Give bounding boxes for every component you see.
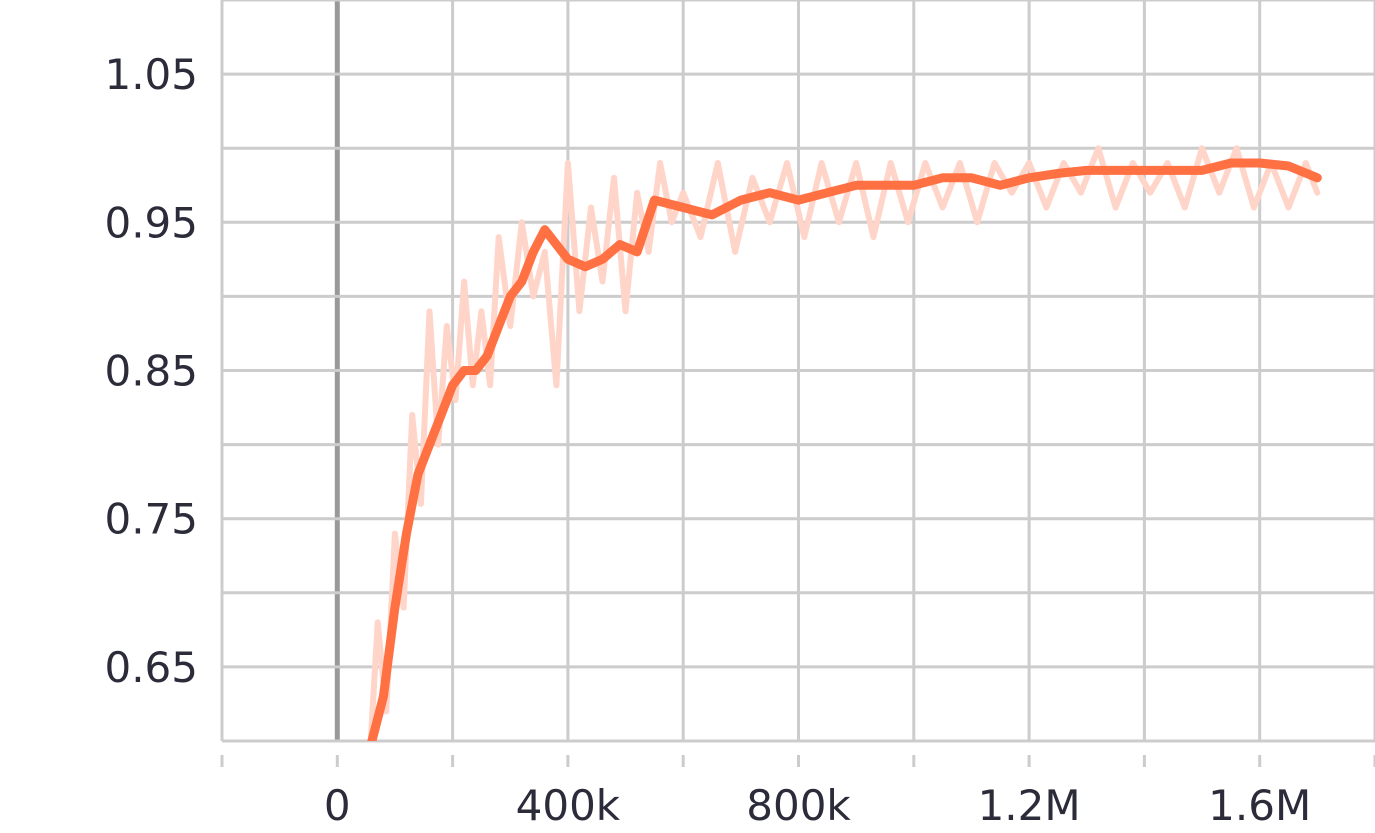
x-tick-label: 1.6M xyxy=(1208,781,1311,830)
x-tick-label: 1.2M xyxy=(978,781,1081,830)
y-tick-labels: 0.65 0.75 0.85 0.95 1.05 xyxy=(104,50,198,692)
y-tick-label: 0.95 xyxy=(104,198,198,247)
raw-series-layer xyxy=(367,145,1321,741)
y-tick-label: 0.85 xyxy=(104,347,198,396)
smoothed-series-layer xyxy=(367,158,1322,741)
y-tick-label: 0.75 xyxy=(104,495,198,544)
x-tick-label: 400k xyxy=(516,781,621,830)
raw-series-line xyxy=(367,145,1321,741)
x-tick-label: 0 xyxy=(324,781,351,830)
smoothed-series-line xyxy=(367,158,1322,741)
x-tick-labels: 0 400k 800k 1.2M 1.6M xyxy=(324,781,1311,830)
grid-lines xyxy=(220,0,1375,767)
y-tick-label: 1.05 xyxy=(104,50,198,99)
y-tick-label: 0.65 xyxy=(104,643,198,692)
x-tick-label: 800k xyxy=(746,781,851,830)
